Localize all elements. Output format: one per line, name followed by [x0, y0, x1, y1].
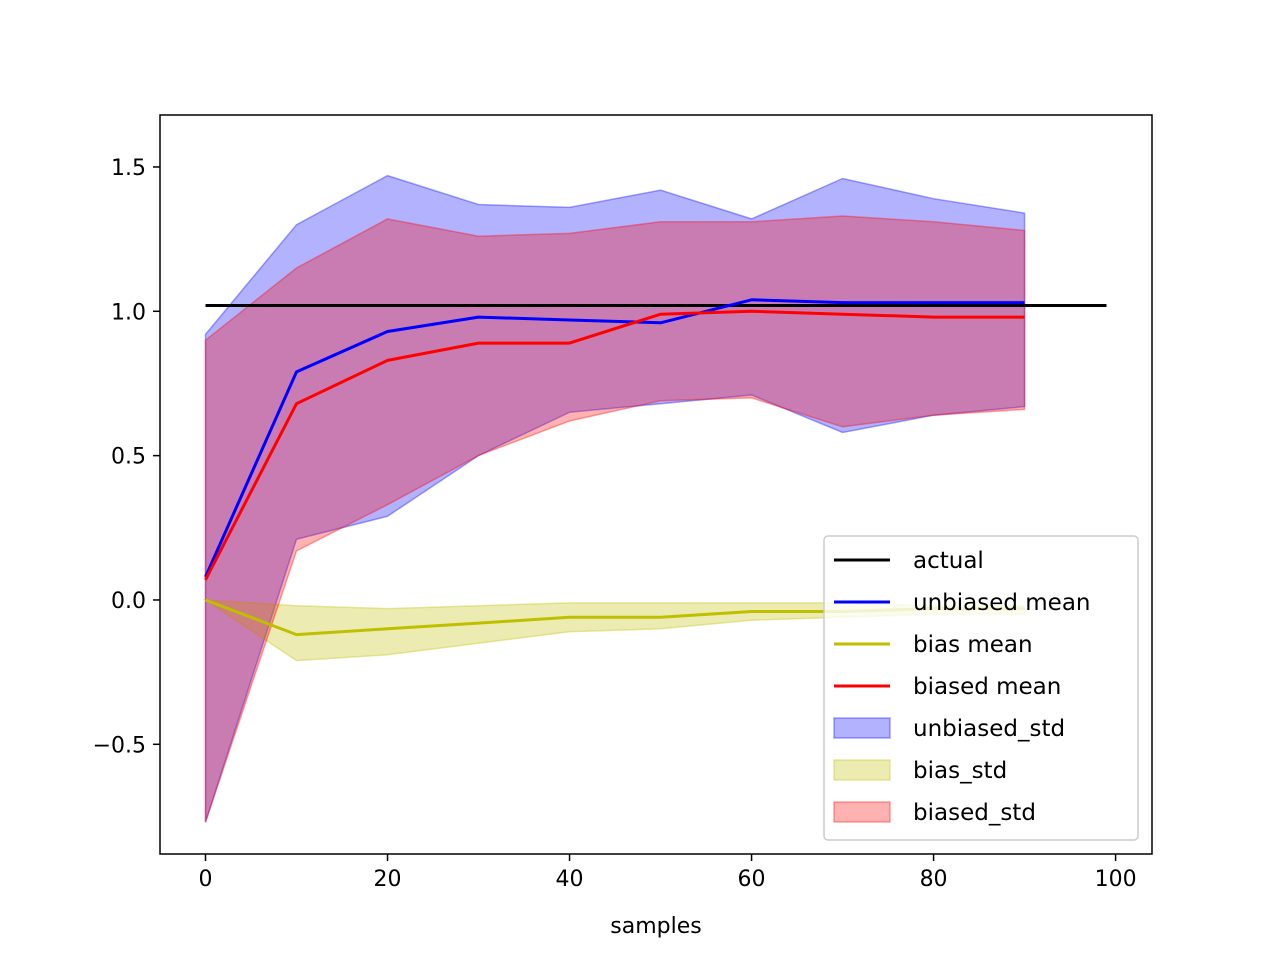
legend-label-biased-std: biased_std [913, 800, 1036, 826]
y-tick-label: 1.5 [111, 156, 146, 181]
legend-label-unbiased-std: unbiased_std [913, 716, 1065, 742]
band-biased-std [204, 215, 1026, 823]
x-tick-label: 80 [920, 867, 948, 892]
legend-label-bias-std: bias_std [913, 758, 1007, 784]
x-tick-label: 60 [738, 867, 766, 892]
legend-label-bias-mean: bias mean [913, 632, 1033, 658]
legend-swatch-biased-std [833, 801, 891, 823]
band-unbiased-std [204, 174, 1026, 823]
std-bands [202, 174, 1026, 823]
x-tick-label: 40 [556, 867, 584, 892]
line-biased-mean [204, 309, 1025, 581]
mean-lines [204, 298, 1107, 637]
y-tick-label: 0.5 [111, 445, 146, 470]
legend-label-biased-mean: biased mean [913, 674, 1061, 700]
y-tick-label: 1.0 [111, 300, 146, 325]
legend-swatch-bias-std [833, 759, 891, 781]
legend-label-unbiased-mean: unbiased mean [913, 590, 1091, 616]
x-tick-label: 20 [374, 867, 402, 892]
y-tick-label: −0.5 [93, 733, 146, 758]
line-unbiased-mean [204, 298, 1025, 578]
x-tick-label: 100 [1095, 867, 1137, 892]
x-axis-label: samples [610, 914, 701, 939]
y-tick-label: 0.0 [111, 589, 146, 614]
x-axis: 0 20 40 60 80 100 [199, 854, 1137, 892]
legend-box [823, 535, 1139, 841]
x-tick-label: 0 [199, 867, 213, 892]
legend-label-actual: actual [913, 548, 984, 574]
legend-swatch-unbiased-std [833, 717, 891, 739]
plot-frame [159, 114, 1153, 855]
y-axis: −0.5 0.0 0.5 1.0 1.5 [93, 156, 160, 758]
legend: actual unbiased mean bias mean biased mean u… [823, 535, 1139, 841]
